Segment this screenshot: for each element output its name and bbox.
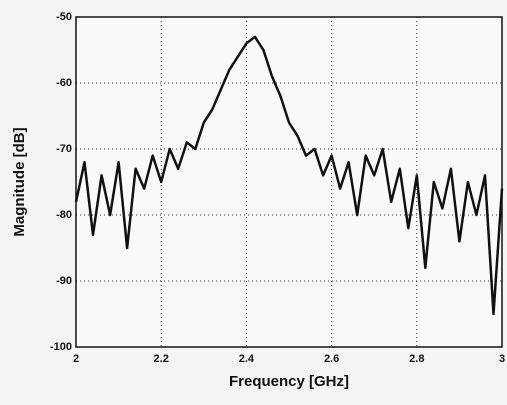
- x-tick-label: 2: [73, 353, 79, 365]
- x-tick-label: 2.8: [409, 353, 424, 365]
- x-axis-title: Frequency [GHz]: [229, 373, 349, 390]
- y-tick-label: -60: [56, 77, 72, 89]
- data-line: [74, 35, 504, 316]
- y-axis-title: Magnitude [dB]: [11, 127, 28, 236]
- plot-frame: [75, 16, 503, 348]
- x-tick-label: 2.4: [239, 353, 255, 365]
- plot-area: [76, 17, 502, 347]
- y-tick-label: -90: [56, 275, 72, 287]
- y-tick-label: -70: [56, 143, 72, 155]
- y-tick-label: -100: [50, 341, 72, 353]
- y-tick-label: -80: [56, 209, 72, 221]
- x-tick-label: 3: [499, 353, 505, 365]
- y-tick-label: -50: [56, 11, 72, 23]
- x-tick-label: 2.2: [154, 353, 169, 365]
- x-tick-label: 2.6: [324, 353, 339, 365]
